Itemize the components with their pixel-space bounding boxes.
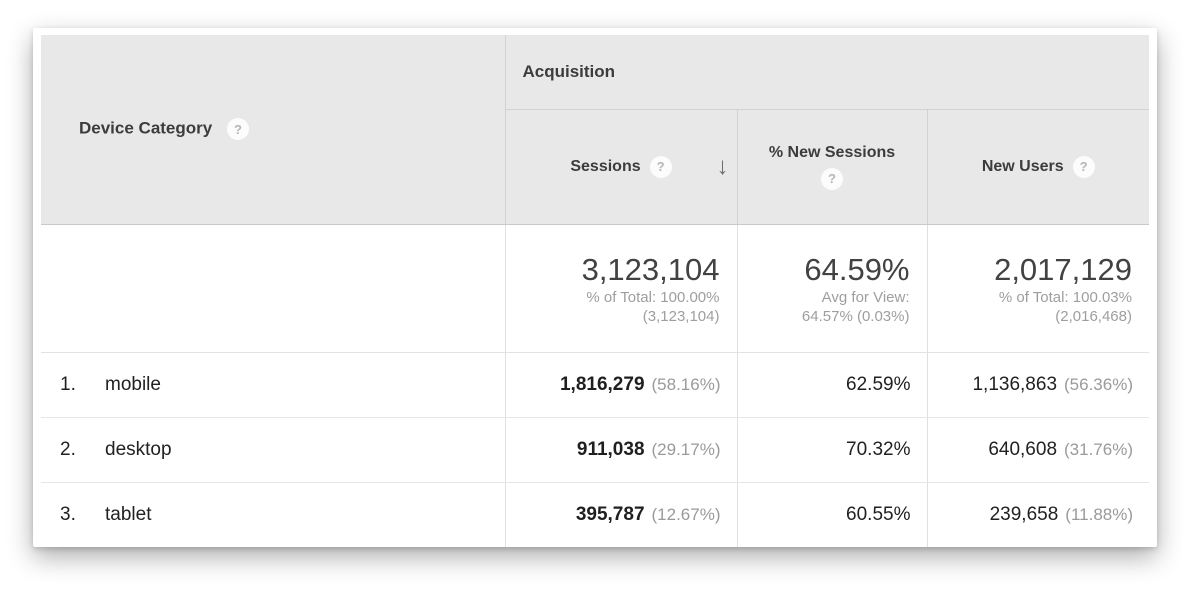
new-sessions-value: 62.59% bbox=[846, 373, 911, 395]
device-category-label: Device Category bbox=[79, 118, 213, 138]
totals-new-sessions-cell: 64.59% Avg for View: 64.57% (0.03%) bbox=[736, 224, 927, 353]
header-row-metrics: Sessions ? ↓ % New Sessions ? New Users … bbox=[41, 109, 1149, 225]
new-sessions-cell: 62.59% bbox=[736, 352, 927, 418]
help-icon[interactable]: ? bbox=[1072, 155, 1095, 178]
new-users-value: 239,658 bbox=[989, 503, 1059, 525]
table-row: 3. tablet 395,787 (12.67%) 60.55% 239,658 (… bbox=[41, 482, 1149, 547]
new-users-cell: 1,136,863 (56.36%) bbox=[926, 352, 1149, 418]
device-category-table: Device Category ? Acquisition Sessions ?… bbox=[41, 35, 1149, 547]
new-users-value: 1,136,863 bbox=[972, 373, 1058, 395]
sessions-cell: 911,038 (29.17%) bbox=[504, 417, 737, 483]
new-users-percent: (56.36%) bbox=[1064, 374, 1133, 394]
device-cell[interactable]: 2. desktop bbox=[41, 417, 505, 483]
new-users-percent: (11.88%) bbox=[1065, 504, 1133, 524]
new-users-cell: 239,658 (11.88%) bbox=[926, 482, 1149, 547]
column-header-device-category[interactable]: Device Category ? bbox=[41, 35, 505, 225]
sessions-value: 911,038 bbox=[576, 438, 645, 460]
sessions-total-value: 3,123,104 bbox=[581, 251, 720, 287]
sessions-header-label: Sessions bbox=[570, 157, 641, 175]
sessions-cell: 1,816,279 (58.16%) bbox=[504, 352, 737, 418]
row-index: 2. bbox=[60, 438, 76, 460]
new-sessions-cell: 60.55% bbox=[736, 482, 927, 547]
row-index: 1. bbox=[60, 373, 76, 395]
column-header-new-users[interactable]: New Users ? bbox=[926, 109, 1149, 225]
totals-empty-cell bbox=[41, 224, 505, 353]
new-sessions-value: 70.32% bbox=[846, 438, 911, 460]
totals-sessions-cell: 3,123,104 % of Total: 100.00% (3,123,104… bbox=[504, 224, 737, 353]
new-sessions-total-value: 64.59% bbox=[804, 251, 910, 287]
totals-new-users-cell: 2,017,129 % of Total: 100.03% (2,016,468… bbox=[926, 224, 1149, 353]
sessions-percent: (29.17%) bbox=[651, 439, 721, 459]
help-icon[interactable]: ? bbox=[226, 118, 249, 141]
new-users-value: 640,608 bbox=[988, 438, 1058, 460]
acquisition-label: Acquisition bbox=[522, 61, 616, 81]
totals-row: 3,123,104 % of Total: 100.00% (3,123,104… bbox=[41, 224, 1149, 353]
table-row: 2. desktop 911,038 (29.17%) 70.32% 640,608… bbox=[41, 417, 1149, 483]
row-index: 3. bbox=[60, 503, 76, 525]
analytics-report-card: Device Category ? Acquisition Sessions ?… bbox=[33, 28, 1157, 547]
sessions-value: 1,816,279 bbox=[559, 373, 645, 395]
sessions-total-subtext: % of Total: 100.00% bbox=[586, 288, 720, 306]
new-sessions-value: 60.55% bbox=[846, 503, 911, 525]
help-icon[interactable]: ? bbox=[821, 167, 843, 190]
new-users-total-value: 2,017,129 bbox=[994, 251, 1132, 287]
new-users-percent: (31.76%) bbox=[1064, 439, 1133, 459]
device-name: tablet bbox=[105, 503, 152, 525]
column-header-sessions[interactable]: Sessions ? ↓ bbox=[504, 109, 737, 225]
new-sessions-total-subtext: Avg for View: bbox=[821, 288, 910, 306]
new-sessions-cell: 70.32% bbox=[736, 417, 927, 483]
sessions-total-subtext2: (3,123,104) bbox=[642, 307, 720, 325]
header-row-group: Device Category ? Acquisition bbox=[41, 35, 1149, 225]
column-group-acquisition: Acquisition bbox=[504, 35, 1149, 110]
device-name: mobile bbox=[105, 373, 161, 395]
table-row: 1. mobile 1,816,279 (58.16%) 62.59% 1,136,… bbox=[41, 352, 1149, 418]
new-users-total-subtext: % of Total: 100.03% bbox=[998, 288, 1132, 306]
help-icon[interactable]: ? bbox=[649, 155, 672, 178]
new-users-total-subtext2: (2,016,468) bbox=[1055, 307, 1132, 325]
device-cell[interactable]: 3. tablet bbox=[41, 482, 505, 547]
new-users-header-label: New Users bbox=[981, 157, 1064, 175]
new-users-cell: 640,608 (31.76%) bbox=[926, 417, 1149, 483]
new-sessions-header-label: % New Sessions bbox=[768, 143, 896, 161]
sort-desc-arrow-icon[interactable]: ↓ bbox=[716, 152, 729, 180]
sessions-cell: 395,787 (12.67%) bbox=[504, 482, 737, 547]
sessions-percent: (12.67%) bbox=[651, 504, 721, 524]
sessions-percent: (58.16%) bbox=[651, 374, 721, 394]
device-cell[interactable]: 1. mobile bbox=[41, 352, 505, 418]
column-header-new-sessions[interactable]: % New Sessions ? bbox=[736, 109, 927, 225]
device-name: desktop bbox=[105, 438, 172, 460]
sessions-value: 395,787 bbox=[575, 503, 645, 525]
new-sessions-total-subtext2: 64.57% (0.03%) bbox=[801, 307, 910, 325]
